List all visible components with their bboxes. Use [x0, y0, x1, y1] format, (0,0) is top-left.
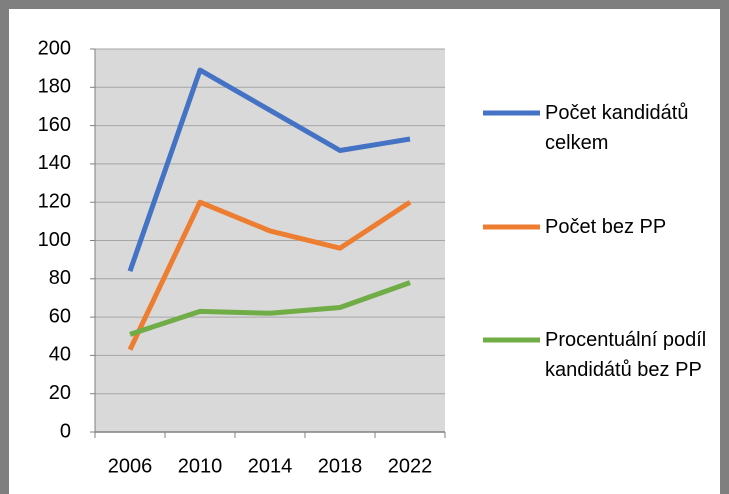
x-tick-label: 2010: [178, 455, 223, 477]
y-tick-label: 100: [38, 229, 71, 251]
x-tick-label: 2006: [108, 455, 153, 477]
y-tick-label: 60: [49, 305, 71, 327]
y-tick-label: 180: [38, 76, 71, 98]
y-tick-label: 160: [38, 114, 71, 136]
legend-label: Počet bez PP: [545, 216, 667, 238]
series-line: [127, 199, 412, 351]
y-tick-label: 40: [49, 344, 71, 366]
y-tick-label: 140: [38, 152, 71, 174]
series-line: [127, 67, 411, 272]
x-tick-label: 2018: [318, 455, 363, 477]
x-tick-label: 2014: [248, 455, 293, 477]
y-tick-label: 0: [60, 420, 71, 442]
legend-label: Počet kandidátů celkem: [545, 102, 689, 154]
series-line: [129, 280, 411, 337]
y-tick-label: 120: [38, 190, 71, 212]
legend-label: Procentuální podíl kandidátů bez PP: [545, 329, 707, 381]
y-tick-label: 200: [38, 37, 71, 59]
y-tick-label: 20: [49, 382, 71, 404]
y-tick-label: 80: [49, 267, 71, 289]
x-tick-label: 2022: [388, 455, 433, 477]
